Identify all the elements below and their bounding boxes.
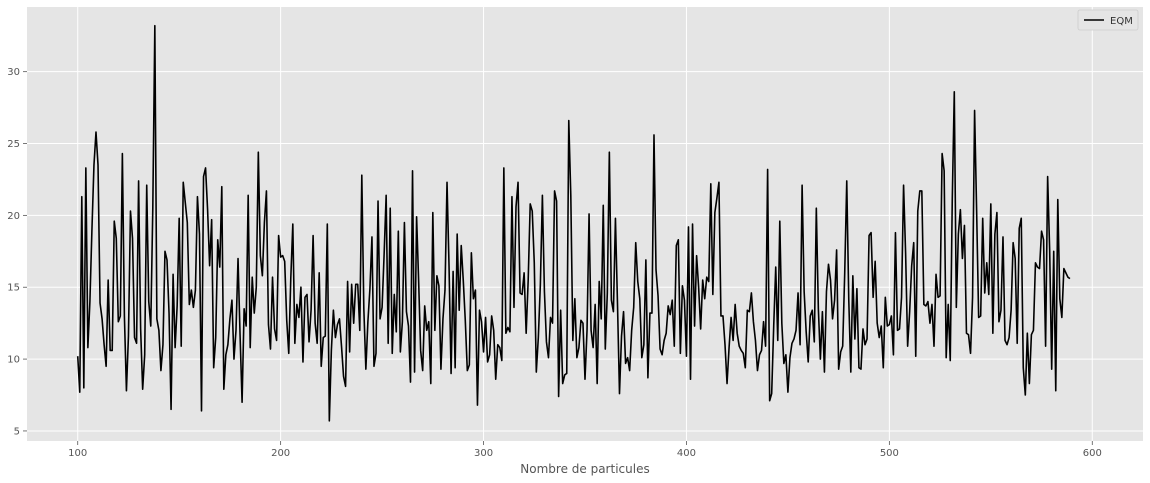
x-tick-label: 200: [271, 448, 290, 459]
x-ticks: 100 200 300 400 500 600: [68, 441, 1102, 459]
y-tick-label: 5: [14, 426, 20, 437]
x-tick-label: 400: [677, 448, 696, 459]
y-tick-label: 15: [7, 283, 20, 294]
legend-label-eqm: EQM: [1110, 16, 1133, 27]
series-line-eqm: [76, 24, 1071, 422]
x-tick-label: 600: [1083, 448, 1102, 459]
legend: EQM: [1077, 9, 1139, 31]
x-axis-title: Nombre de particules: [520, 462, 649, 476]
y-tick-label: 30: [7, 67, 20, 78]
y-tick-label: 10: [7, 355, 20, 366]
legend-box: [1077, 9, 1139, 31]
x-tick-label: 100: [68, 448, 87, 459]
y-ticks: 5 10 15 20 25 30: [7, 67, 27, 437]
x-tick-label: 300: [474, 448, 493, 459]
y-tick-label: 20: [7, 211, 20, 222]
y-tick-label: 25: [7, 139, 20, 150]
series-layer: [76, 24, 1071, 422]
x-tick-label: 500: [880, 448, 899, 459]
